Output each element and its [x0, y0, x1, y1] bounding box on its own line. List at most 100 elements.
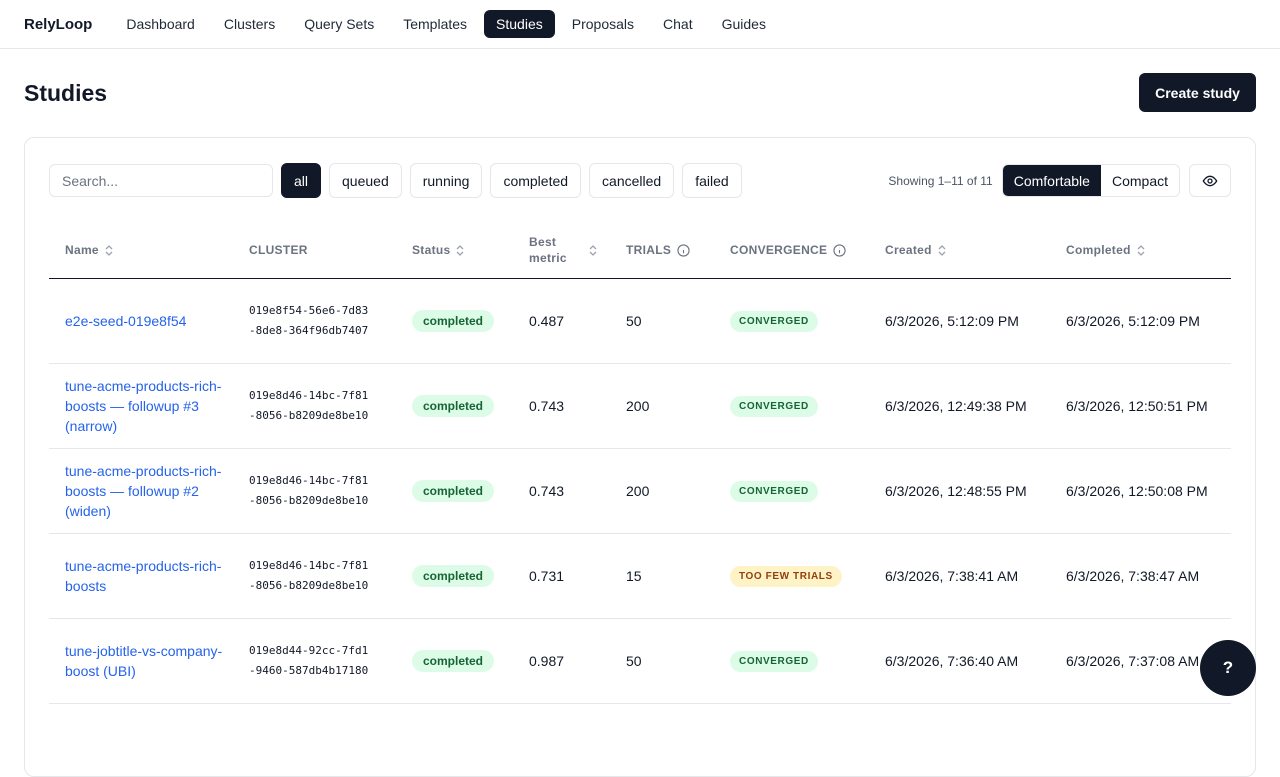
sort-icon [938, 244, 946, 256]
filter-chip[interactable]: cancelled [589, 163, 675, 198]
column-header[interactable]: Status [412, 234, 464, 266]
convergence-badge: TOO FEW TRIALS [730, 565, 842, 587]
column-header[interactable]: TRIALS [626, 234, 690, 266]
convergence-badge: CONVERGED [730, 310, 818, 332]
nav-item[interactable]: Chat [663, 16, 693, 32]
cell: completed [412, 534, 495, 618]
column-header[interactable]: Name [65, 234, 113, 266]
cell: tune-acme-products-rich-boosts [65, 534, 225, 618]
trials: 15 [626, 568, 642, 584]
nav-item[interactable]: Dashboard [126, 16, 195, 32]
create-button[interactable]: Create study [1139, 73, 1256, 112]
column-header[interactable]: Created [885, 234, 946, 266]
showing: Showing 1–11 of 11 [888, 173, 993, 188]
header-divider [49, 278, 1231, 279]
study-link[interactable]: tune-acme-products-rich-boosts — followu… [65, 378, 222, 434]
cell: completed [412, 619, 495, 703]
header-label: Best metric [529, 235, 567, 265]
eye-icon [1202, 175, 1218, 186]
cell: CONVERGED [730, 619, 818, 703]
filters: all queued running completed cancelled failed [281, 163, 750, 198]
top-nav: RelyLoop Dashboard Clusters Query Sets Temp… [0, 0, 1280, 49]
cell: 200 [626, 449, 649, 533]
cell: 0.987 [529, 619, 564, 703]
cell: 6/3/2026, 12:49:38 PM [885, 364, 1027, 448]
nav-item[interactable]: Proposals [571, 16, 635, 32]
created: 6/3/2026, 12:48:55 PM [885, 483, 1027, 499]
row-divider [49, 703, 1231, 704]
cell: TOO FEW TRIALS [730, 534, 842, 618]
cell: 6/3/2026, 7:38:41 AM [885, 534, 1018, 618]
cell: CONVERGED [730, 449, 818, 533]
trials: 200 [626, 483, 650, 499]
cluster-id: 019e8d46-14bc-7f81-8056-b8209de8be10 [249, 559, 369, 592]
cell: 0.743 [529, 449, 564, 533]
study-link[interactable]: e2e-seed-019e8f54 [65, 313, 187, 329]
column-header[interactable]: CONVERGENCE [730, 234, 846, 266]
best-metric: 0.987 [529, 653, 565, 669]
column-header[interactable]: CLUSTER [249, 234, 308, 266]
sort-icon [457, 244, 464, 256]
filter-chip[interactable]: queued [329, 163, 402, 198]
nav-item[interactable]: Query Sets [304, 16, 375, 32]
filter-chip[interactable]: completed [490, 163, 582, 198]
view-option[interactable]: Comfortable [1002, 165, 1101, 196]
row-divider [49, 533, 1231, 534]
cell: 50 [626, 279, 642, 363]
filter-chip[interactable]: all [281, 163, 322, 198]
cell: 019e8d46-14bc-7f81-8056-b8209de8be10 [249, 364, 369, 448]
cluster-id: 019e8d46-14bc-7f81-8056-b8209de8be10 [249, 474, 369, 507]
filter-chip[interactable]: running [409, 163, 483, 198]
cluster-id: 019e8d46-14bc-7f81-8056-b8209de8be10 [249, 389, 369, 422]
info-icon [833, 243, 846, 257]
cell: CONVERGED [730, 364, 818, 448]
cell: 6/3/2026, 7:38:47 AM [1066, 534, 1199, 618]
study-link[interactable]: tune-acme-products-rich-boosts — followu… [65, 463, 222, 519]
convergence-badge: CONVERGED [730, 395, 818, 417]
header-label: Name [65, 243, 99, 257]
nav-item[interactable]: Templates [403, 16, 468, 32]
best-metric: 0.731 [529, 568, 565, 584]
cell: 6/3/2026, 5:12:09 PM [1066, 279, 1200, 363]
best-metric: 0.743 [529, 483, 565, 499]
header-label: TRIALS [626, 243, 672, 257]
cell: 15 [626, 534, 642, 618]
cell: 019e8f54-56e6-7d83-8de8-364f96db7407 [249, 279, 369, 363]
row-divider [49, 363, 1231, 364]
cell: tune-acme-products-rich-boosts — followu… [65, 364, 225, 448]
brand[interactable]: RelyLoop [24, 15, 93, 33]
help-button[interactable]: ? [1200, 640, 1256, 696]
page-title: Studies [24, 80, 108, 106]
created: 6/3/2026, 12:49:38 PM [885, 398, 1027, 414]
cell: 6/3/2026, 5:12:09 PM [885, 279, 1019, 363]
completed: 6/3/2026, 5:12:09 PM [1066, 313, 1200, 329]
row-divider [49, 618, 1231, 619]
status-badge: completed [412, 650, 495, 672]
completed: 6/3/2026, 12:50:51 PM [1066, 398, 1208, 414]
column-header[interactable]: Completed [1066, 234, 1145, 266]
cell: 019e8d46-14bc-7f81-8056-b8209de8be10 [249, 449, 369, 533]
trials: 50 [626, 653, 642, 669]
study-link[interactable]: tune-jobtitle-vs-company-boost (UBI) [65, 643, 223, 679]
sort-icon [105, 244, 113, 256]
study-link[interactable]: tune-acme-products-rich-boosts [65, 558, 222, 594]
column-visibility[interactable] [1189, 164, 1231, 197]
toolbar-right: Showing 1–11 of 11 Comfortable Compact [888, 163, 1180, 198]
column-header[interactable]: Best metric [529, 234, 597, 266]
trials: 50 [626, 313, 642, 329]
filter-chip[interactable]: failed [682, 163, 742, 198]
created: 6/3/2026, 5:12:09 PM [885, 313, 1019, 329]
view-option[interactable]: Compact [1111, 172, 1168, 189]
cell: completed [412, 279, 495, 363]
created: 6/3/2026, 7:38:41 AM [885, 568, 1019, 584]
cell: e2e-seed-019e8f54 [65, 279, 225, 363]
cell: 019e8d44-92cc-7fd1-9460-587db4b17180 [249, 619, 369, 703]
cluster-id: 019e8d44-92cc-7fd1-9460-587db4b17180 [249, 644, 369, 677]
cell: 6/3/2026, 7:36:40 AM [885, 619, 1018, 703]
nav-item[interactable]: Guides [721, 16, 766, 32]
search-input[interactable]: Search... [49, 164, 273, 197]
nav-item[interactable]: Clusters [223, 16, 276, 32]
nav-item[interactable]: Studies [484, 10, 555, 38]
best-metric: 0.743 [529, 398, 565, 414]
